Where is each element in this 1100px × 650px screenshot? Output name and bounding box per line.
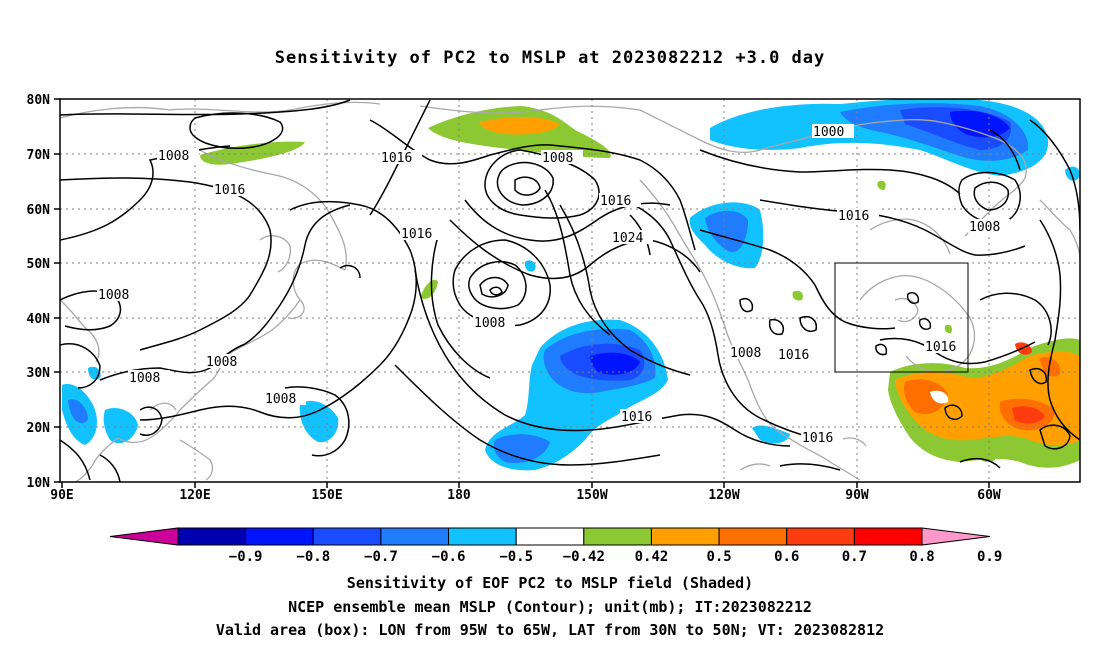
colorbar-tick-label: −0.6 [432, 549, 466, 565]
colorbar-tick-label: 0.9 [977, 549, 1002, 565]
colorbar-swatch [515, 527, 585, 546]
colorbar-swatch [312, 527, 382, 546]
contour-label: 1016 [401, 227, 432, 242]
footer-line-valid-area: Valid area (box): LON from 95W to 65W, L… [215, 621, 885, 639]
lat-label: 30N [27, 366, 51, 381]
contour-label: 1008 [542, 151, 573, 166]
contour-label: 1008 [206, 355, 237, 370]
contour-label: 1016 [381, 151, 412, 166]
lon-label: 150W [576, 488, 607, 503]
contour-label: 1008 [474, 316, 505, 331]
colorbar-tick-label: 0.42 [635, 549, 669, 565]
colorbar-swatch [583, 527, 652, 546]
lat-label: 50N [27, 257, 51, 272]
colorbar-swatch [786, 527, 855, 546]
latitude-labels: 80N 70N 60N 50N 40N 30N 20N 10N [27, 93, 51, 491]
lon-label: 120E [179, 488, 210, 503]
colorbar-swatch [650, 527, 720, 546]
colorbar-tick-label: 0.8 [909, 549, 934, 565]
lat-label: 20N [27, 421, 51, 436]
contour-label: 1008 [265, 392, 296, 407]
lon-label: 150E [311, 488, 342, 503]
colorbar-max-arrow [921, 527, 991, 546]
footer-line-shading: Sensitivity of EOF PC2 to MSLP field (Sh… [346, 574, 754, 592]
colorbar-min-arrow [109, 527, 179, 546]
lat-label: 40N [27, 312, 51, 327]
lat-label: 10N [27, 476, 51, 491]
contour-label: 1008 [158, 149, 189, 164]
contour-labels: 1008 1016 1008 1000 1016 1016 1016 1016 … [97, 124, 1010, 446]
colorbar: −0.9 −0.8 −0.7 −0.6 −0.5 −0.42 0.42 0.5 0.6 0.7 0.… [109, 527, 1002, 565]
longitude-labels: 90E 120E 150E 180 150W 120W 90W 60W [50, 488, 1001, 503]
contour-label: 1008 [98, 288, 129, 303]
footer-line-contour: NCEP ensemble mean MSLP (Contour); unit(… [288, 598, 812, 616]
lon-label: 120W [708, 488, 739, 503]
contour-label: 1016 [621, 410, 652, 425]
lon-label: 90W [845, 488, 869, 503]
positive-region-arctic-core [480, 117, 560, 135]
valid-area-box [834, 262, 969, 373]
colorbar-tick-label: −0.5 [499, 549, 533, 565]
contour-label: 1008 [730, 346, 761, 361]
lon-label: 60W [977, 488, 1001, 503]
contour-label: 1008 [969, 220, 1000, 235]
lon-label: 90E [50, 488, 73, 503]
contour-label: 1008 [129, 371, 160, 386]
colorbar-tick-label: 0.6 [774, 549, 799, 565]
tick-marks [54, 98, 990, 488]
lat-label: 80N [27, 93, 51, 108]
coastlines [60, 101, 1080, 482]
gridlines [60, 99, 1080, 482]
colorbar-tick-label: −0.7 [364, 549, 398, 565]
map-title: Sensitivity of PC2 to MSLP at 2023082212… [274, 48, 826, 68]
colorbar-tick-label: 0.7 [842, 549, 867, 565]
shaded-sensitivity [62, 99, 1080, 471]
contour-label: 1016 [778, 348, 809, 363]
lat-label: 60N [27, 203, 51, 218]
plot-frame [59, 98, 1081, 483]
contour-label: 1016 [802, 431, 833, 446]
contour-label: 1016 [600, 194, 631, 209]
colorbar-tick-label: −0.9 [229, 549, 263, 565]
contour-label: 1024 [612, 231, 643, 246]
contour-label: 1016 [838, 209, 869, 224]
colorbar-swatch [245, 527, 314, 546]
lon-label: 180 [447, 488, 471, 503]
colorbar-tick-label: −0.42 [563, 549, 605, 565]
contour-label: 1000 [813, 125, 844, 140]
colorbar-swatch [853, 527, 923, 546]
positive-region-siberia [200, 141, 305, 165]
colorbar-tick-label: 0.5 [706, 549, 731, 565]
contour-label: 1016 [214, 183, 245, 198]
colorbar-tick-label: −0.8 [296, 549, 330, 565]
colorbar-swatch [177, 527, 247, 546]
colorbar-swatch [718, 527, 788, 546]
lat-label: 70N [27, 148, 51, 163]
colorbar-swatch [380, 527, 450, 546]
colorbar-swatch [448, 527, 517, 546]
contour-label: 1016 [925, 340, 956, 355]
